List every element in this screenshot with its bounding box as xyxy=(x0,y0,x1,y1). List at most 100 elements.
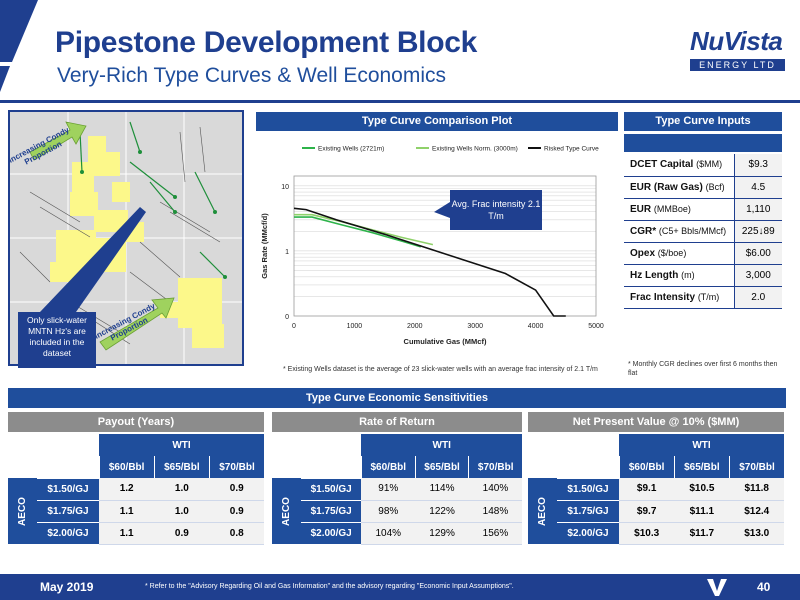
wti-column-header: $60/Bbl xyxy=(618,456,675,478)
sens-value: 1.0 xyxy=(154,500,210,523)
wti-column-header: $70/Bbl xyxy=(468,456,522,478)
x-tick-label: 0 xyxy=(292,323,296,330)
aeco-label-text: AECO xyxy=(536,496,548,526)
sens-value: $9.1 xyxy=(619,478,675,501)
input-value: $9.3 xyxy=(733,154,782,177)
wti-column-header: $70/Bbl xyxy=(208,456,264,478)
inputs-blank-bar xyxy=(624,134,782,152)
sens-value: $12.4 xyxy=(729,500,784,523)
plot-frame xyxy=(293,175,597,317)
series-line-0 xyxy=(294,216,422,248)
aeco-row-header: $1.75/GJ xyxy=(556,499,620,522)
plot-callout-text: Avg. Frac intensity 2.1 T/m xyxy=(451,199,541,221)
corner-cell xyxy=(8,434,100,456)
y-axis-label: Gas Rate (MMcf/d) xyxy=(260,213,269,279)
sens-value: 0.9 xyxy=(209,500,264,523)
input-label-text: Hz Length xyxy=(630,269,679,281)
input-label-text: DCET Capital xyxy=(630,159,694,171)
sens-table: WTI $60/Bbl $65/Bbl $70/Bbl AECO $1.50/GJ $9.1… xyxy=(528,434,784,545)
aeco-row-header: $1.75/GJ xyxy=(300,499,362,522)
title-rule xyxy=(0,100,800,103)
wti-header: WTI xyxy=(619,434,784,456)
sens-row: $2.00/GJ 104% 129% 156% xyxy=(272,521,522,545)
corner-chevron-decoration xyxy=(0,0,38,92)
plot-footnote: * Existing Wells dataset is the average … xyxy=(283,366,598,373)
comparison-plot-header: Type Curve Comparison Plot xyxy=(256,112,618,131)
sens-value: 0.9 xyxy=(209,478,264,501)
sens-row: $1.75/GJ $9.7 $11.1 $12.4 xyxy=(528,499,784,523)
well-map-graphic xyxy=(10,112,242,364)
sens-value: 129% xyxy=(415,522,469,545)
aeco-row-header: $1.50/GJ xyxy=(300,477,362,500)
input-label: DCET Capital ($MM) xyxy=(624,154,734,177)
input-unit: (T/m) xyxy=(697,291,720,302)
input-value: 1,110 xyxy=(733,198,782,221)
sens-value: $11.8 xyxy=(729,478,784,501)
input-value: 225↓89 xyxy=(733,220,782,243)
corner-cell xyxy=(528,434,620,456)
sens-row: AECO $1.50/GJ 1.2 1.0 0.9 xyxy=(8,477,264,544)
footer-logo-mark xyxy=(707,579,727,596)
logo-subtitle: ENERGY LTD xyxy=(690,59,785,71)
footer-advisory: * Refer to the "Advisory Regarding Oil a… xyxy=(145,583,514,590)
input-label: Hz Length (m) xyxy=(624,264,734,287)
sens-value: $11.1 xyxy=(674,500,730,523)
sens-value: $10.5 xyxy=(674,478,730,501)
x-tick-label: 4000 xyxy=(528,323,544,330)
input-value: $6.00 xyxy=(733,242,782,265)
sens-value: 0.8 xyxy=(209,522,264,545)
sens-value: 122% xyxy=(415,500,469,523)
legend-entry: Existing Wells (2721m) xyxy=(318,146,384,153)
y-tick-label: 10 xyxy=(281,184,289,191)
aeco-row-header: $2.00/GJ xyxy=(300,521,362,544)
x-tick-label: 2000 xyxy=(407,323,423,330)
aeco-row-header: $1.50/GJ xyxy=(556,477,620,500)
input-row: EUR (Raw Gas) (Bcf) 4.5 xyxy=(624,176,782,199)
page-subtitle: Very-Rich Type Curves & Well Economics xyxy=(57,64,447,87)
sens-row: AECO $1.50/GJ 91% 114% 140% xyxy=(272,477,522,544)
wti-column-header: $60/Bbl xyxy=(98,456,155,478)
input-row: CGR* (C5+ Bbls/MMcf) 225↓89 xyxy=(624,220,782,243)
aeco-axis-label: AECO xyxy=(528,478,557,544)
input-label: EUR (MMBoe) xyxy=(624,198,734,221)
input-label: Opex ($/boe) xyxy=(624,242,734,265)
input-unit: (MMBoe) xyxy=(653,203,691,214)
sens-row: $2.00/GJ $10.3 $11.7 $13.0 xyxy=(528,521,784,545)
corner-cell xyxy=(272,434,362,456)
wti-column-header: $60/Bbl xyxy=(360,456,416,478)
callout-pointer xyxy=(434,202,450,218)
aeco-axis-label: AECO xyxy=(8,478,37,544)
wti-column-header: $70/Bbl xyxy=(728,456,784,478)
page-title: Pipestone Development Block xyxy=(55,26,478,59)
input-label-text: CGR* xyxy=(630,225,657,237)
sens-value: $9.7 xyxy=(619,500,675,523)
sens-table-title: Rate of Return xyxy=(272,412,522,432)
sens-value: 98% xyxy=(361,500,416,523)
inputs-footnote: * Monthly CGR declines over first 6 mont… xyxy=(628,361,778,377)
sens-table-title: Payout (Years) xyxy=(8,412,264,432)
footer-date: May 2019 xyxy=(40,580,94,594)
company-logo: NuVista ENERGY LTD xyxy=(690,26,785,76)
aeco-row-header: $2.00/GJ xyxy=(556,521,620,544)
y-tick-label: 1 xyxy=(285,249,289,256)
legend-entry: Existing Wells Norm. (3000m) xyxy=(432,146,518,153)
sens-value: 1.2 xyxy=(99,478,155,501)
input-unit: (Bcf) xyxy=(705,181,725,192)
sens-value: 114% xyxy=(415,478,469,501)
input-row: Frac Intensity (T/m) 2.0 xyxy=(624,286,782,309)
input-row: Opex ($/boe) $6.00 xyxy=(624,242,782,265)
aeco-row-header: $1.50/GJ xyxy=(36,477,100,500)
input-label-text: EUR (Raw Gas) xyxy=(630,181,703,193)
input-unit: ($/boe) xyxy=(657,247,687,258)
aeco-label-text: AECO xyxy=(280,496,292,526)
sens-value: $11.7 xyxy=(674,522,730,545)
wti-header: WTI xyxy=(361,434,522,456)
sens-value: 104% xyxy=(361,522,416,545)
corner-cell xyxy=(528,456,620,478)
input-label-text: Opex xyxy=(630,247,656,259)
x-tick-label: 3000 xyxy=(467,323,483,330)
sens-value: 1.0 xyxy=(154,478,210,501)
footer-bar xyxy=(0,574,800,600)
plot-callout: Avg. Frac intensity 2.1 T/m xyxy=(450,190,542,230)
input-label: Frac Intensity (T/m) xyxy=(624,286,734,309)
